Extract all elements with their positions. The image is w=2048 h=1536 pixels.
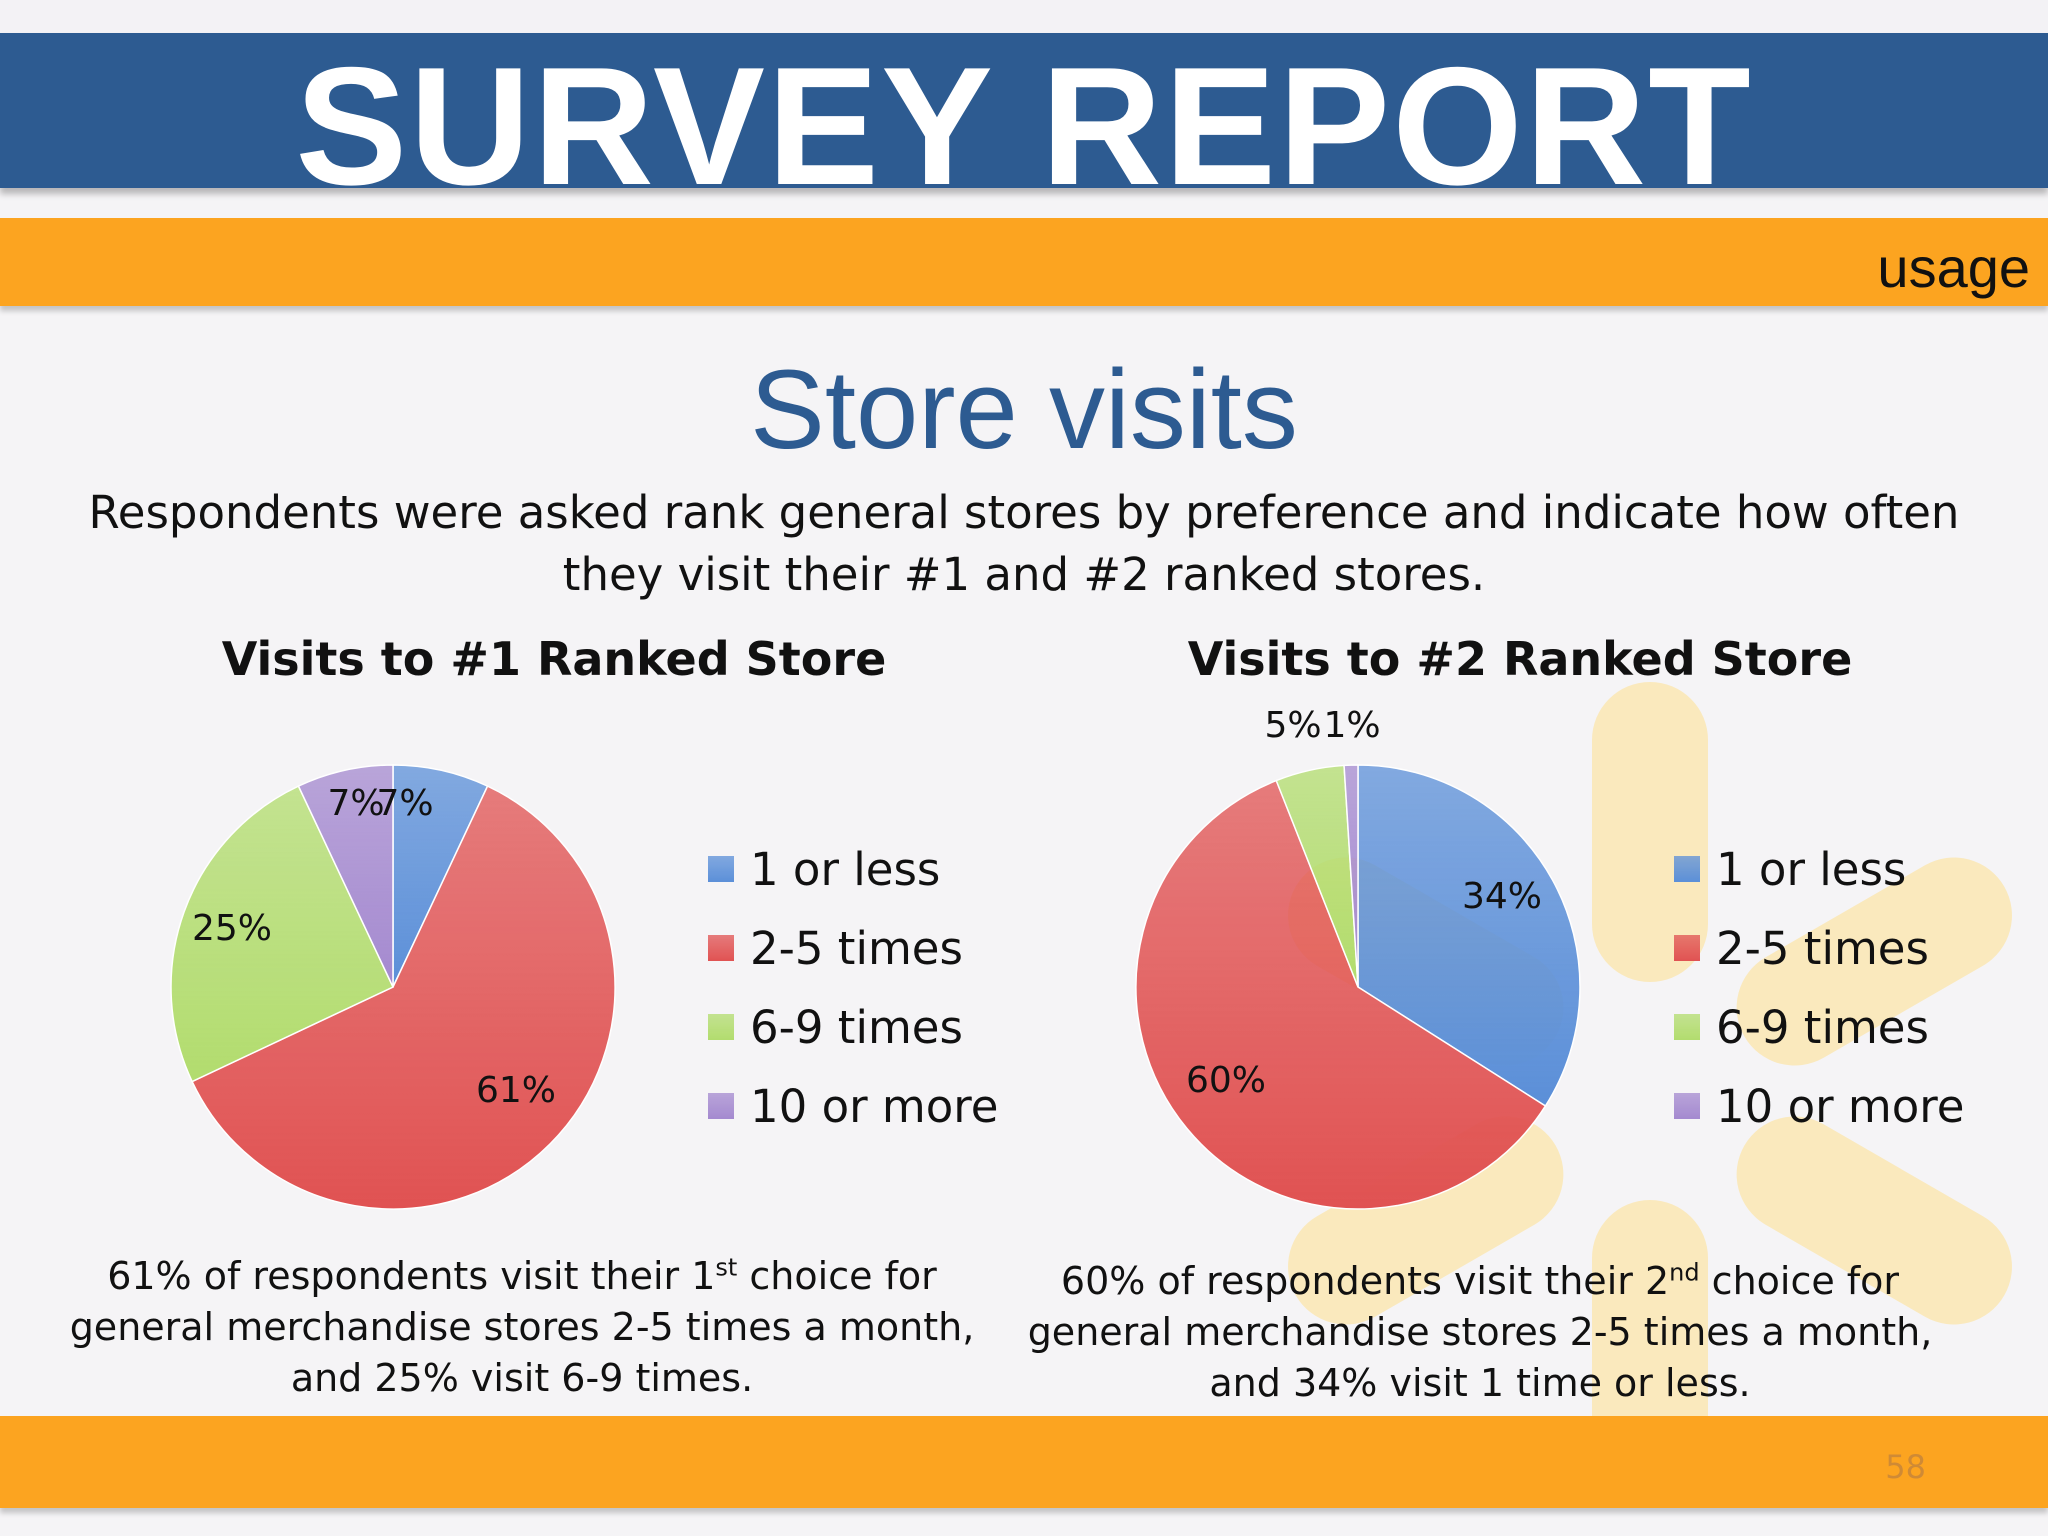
chart-2-legend-label-1-or-less: 1 or less: [1716, 843, 1906, 896]
chart-2-label-6-9-times: 5%: [1264, 705, 1321, 746]
chart-2-legend-label-6-9-times: 6-9 times: [1716, 1001, 1929, 1054]
chart-1-title: Visits to #1 Ranked Store: [221, 632, 887, 686]
caption-1-ordinal: st: [715, 1253, 738, 1282]
chart-1-label-6-9-times: 25%: [192, 908, 272, 949]
chart-2-slice-2-5-times: [1135, 779, 1547, 1210]
chart-2-slice-10-or-more: [1343, 764, 1359, 988]
chart-2-legend-label-10-or-more: 10 or more: [1716, 1080, 1964, 1133]
chart-1-slice-6-9-times: [170, 785, 394, 1083]
caption-2-text-end: choice for general merchandise stores 2-…: [1027, 1259, 1933, 1405]
caption-2-ordinal: nd: [1669, 1258, 1700, 1287]
page-number: 58: [1885, 1448, 1926, 1486]
chart-2-title: Visits to #2 Ranked Store: [1187, 632, 1853, 686]
chart-1-slice-10-or-more: [297, 764, 394, 988]
chart-1-legend-label-10-or-more: 10 or more: [750, 1080, 998, 1133]
chart-2-legend-swatch-1-or-less: [1674, 856, 1700, 882]
chart-2-label-1-or-less: 34%: [1462, 876, 1542, 917]
chart-2-legend-swatch-10-or-more: [1674, 1093, 1700, 1119]
top-strip: [0, 0, 2048, 33]
chart-1-legend-swatch-1-or-less: [708, 856, 734, 882]
caption-1-text-end: choice for general merchandise stores 2-…: [69, 1254, 975, 1400]
chart-2-label-10-or-more: 1%: [1323, 705, 1380, 746]
title-band: SURVEY REPORT: [0, 33, 2048, 210]
chart-1-legend-swatch-6-9-times: [708, 1014, 734, 1040]
chart-1-legend-swatch-10-or-more: [708, 1093, 734, 1119]
chart-2-legend-swatch-6-9-times: [1674, 1014, 1700, 1040]
chart-1-slice-2-5-times: [191, 785, 616, 1210]
slide-heading: Store visits: [750, 347, 1298, 472]
chart-1-legend-swatch-2-5-times: [708, 935, 734, 961]
chart-2-legend-label-2-5-times: 2-5 times: [1716, 922, 1929, 975]
report-title: SURVEY REPORT: [295, 31, 1753, 220]
intro-text: Respondents were asked rank general stor…: [88, 486, 1960, 601]
section-label: usage: [1877, 236, 2030, 299]
chart-1-legend-label-2-5-times: 2-5 times: [750, 922, 963, 975]
chart-2-slice-1-or-less: [1357, 764, 1581, 1107]
caption-1-text: 61% of respondents visit their 1: [107, 1254, 716, 1298]
footer-band: 58: [0, 1416, 2048, 1508]
chart-2-caption: 60% of respondents visit their 2nd choic…: [1000, 1256, 1960, 1409]
chart-2-legend-swatch-2-5-times: [1674, 935, 1700, 961]
chart-1-label-2-5-times: 61%: [476, 1070, 556, 1111]
chart-1-label-10-or-more: 7%: [327, 783, 384, 824]
chart-1-label-1-or-less: 7%: [376, 783, 433, 824]
caption-2-text: 60% of respondents visit their 2: [1060, 1259, 1670, 1303]
chart-2-label-2-5-times: 60%: [1186, 1060, 1266, 1101]
chart-1-legend-label-1-or-less: 1 or less: [750, 843, 940, 896]
section-band: usage: [0, 218, 2048, 306]
chart-1-caption: 61% of respondents visit their 1st choic…: [52, 1251, 992, 1404]
chart-1-legend-label-6-9-times: 6-9 times: [750, 1001, 963, 1054]
